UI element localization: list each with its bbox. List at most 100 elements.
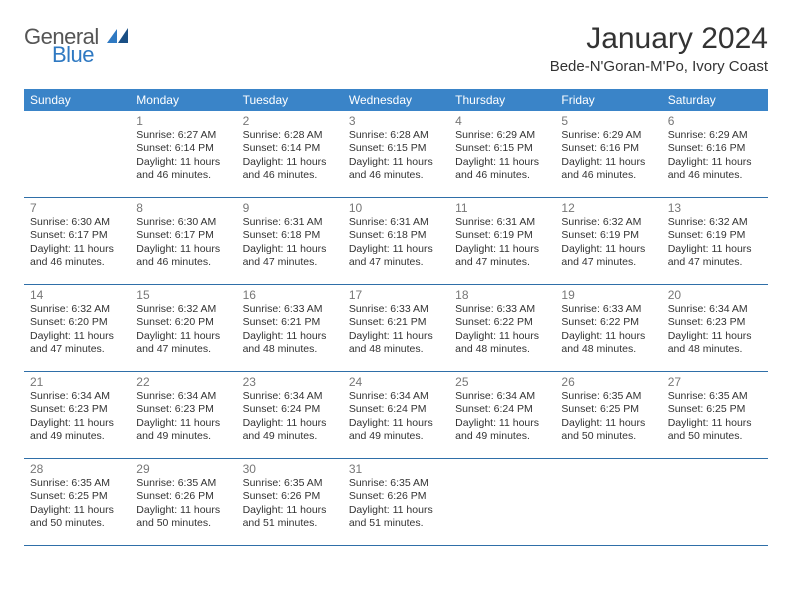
sunrise-line: Sunrise: 6:34 AM [455, 390, 549, 403]
day-number: 3 [349, 114, 443, 128]
sunrise-line: Sunrise: 6:31 AM [455, 216, 549, 229]
daylight-line: Daylight: 11 hours and 51 minutes. [243, 504, 337, 531]
day-cell: 21Sunrise: 6:34 AMSunset: 6:23 PMDayligh… [24, 372, 130, 458]
sunrise-line: Sunrise: 6:34 AM [349, 390, 443, 403]
daylight-line: Daylight: 11 hours and 49 minutes. [243, 417, 337, 444]
day-cell: 9Sunrise: 6:31 AMSunset: 6:18 PMDaylight… [237, 198, 343, 284]
sunrise-line: Sunrise: 6:30 AM [136, 216, 230, 229]
sunrise-line: Sunrise: 6:28 AM [243, 129, 337, 142]
sunset-line: Sunset: 6:26 PM [136, 490, 230, 503]
daylight-line: Daylight: 11 hours and 49 minutes. [349, 417, 443, 444]
sunset-line: Sunset: 6:21 PM [349, 316, 443, 329]
sunset-line: Sunset: 6:23 PM [136, 403, 230, 416]
sunset-line: Sunset: 6:26 PM [349, 490, 443, 503]
daylight-line: Daylight: 11 hours and 47 minutes. [136, 330, 230, 357]
day-cell: 26Sunrise: 6:35 AMSunset: 6:25 PMDayligh… [555, 372, 661, 458]
day-number: 9 [243, 201, 337, 215]
sunset-line: Sunset: 6:19 PM [561, 229, 655, 242]
day-cell: 1Sunrise: 6:27 AMSunset: 6:14 PMDaylight… [130, 111, 236, 197]
daylight-line: Daylight: 11 hours and 47 minutes. [243, 243, 337, 270]
sunrise-line: Sunrise: 6:34 AM [136, 390, 230, 403]
day-number: 6 [668, 114, 762, 128]
sunset-line: Sunset: 6:14 PM [136, 142, 230, 155]
daylight-line: Daylight: 11 hours and 49 minutes. [455, 417, 549, 444]
sunrise-line: Sunrise: 6:35 AM [30, 477, 124, 490]
sunrise-line: Sunrise: 6:32 AM [561, 216, 655, 229]
daylight-line: Daylight: 11 hours and 46 minutes. [349, 156, 443, 183]
day-cell-empty [24, 111, 130, 197]
week-row: 28Sunrise: 6:35 AMSunset: 6:25 PMDayligh… [24, 459, 768, 546]
week-row: 21Sunrise: 6:34 AMSunset: 6:23 PMDayligh… [24, 372, 768, 459]
daylight-line: Daylight: 11 hours and 49 minutes. [136, 417, 230, 444]
sunset-line: Sunset: 6:20 PM [136, 316, 230, 329]
daylight-line: Daylight: 11 hours and 46 minutes. [243, 156, 337, 183]
day-number: 4 [455, 114, 549, 128]
day-cell: 12Sunrise: 6:32 AMSunset: 6:19 PMDayligh… [555, 198, 661, 284]
day-cell: 5Sunrise: 6:29 AMSunset: 6:16 PMDaylight… [555, 111, 661, 197]
day-number: 29 [136, 462, 230, 476]
day-cell-empty [555, 459, 661, 545]
sunrise-line: Sunrise: 6:34 AM [668, 303, 762, 316]
sunrise-line: Sunrise: 6:29 AM [561, 129, 655, 142]
day-cell: 18Sunrise: 6:33 AMSunset: 6:22 PMDayligh… [449, 285, 555, 371]
sunrise-line: Sunrise: 6:32 AM [668, 216, 762, 229]
sunset-line: Sunset: 6:17 PM [136, 229, 230, 242]
day-number: 18 [455, 288, 549, 302]
sunset-line: Sunset: 6:15 PM [455, 142, 549, 155]
daylight-line: Daylight: 11 hours and 48 minutes. [349, 330, 443, 357]
daylight-line: Daylight: 11 hours and 46 minutes. [455, 156, 549, 183]
weekday-friday: Friday [555, 89, 661, 111]
day-cell: 16Sunrise: 6:33 AMSunset: 6:21 PMDayligh… [237, 285, 343, 371]
day-number: 31 [349, 462, 443, 476]
weekday-saturday: Saturday [662, 89, 768, 111]
day-number: 2 [243, 114, 337, 128]
sunrise-line: Sunrise: 6:31 AM [243, 216, 337, 229]
title-block: January 2024 Bede-N'Goran-M'Po, Ivory Co… [550, 22, 768, 75]
daylight-line: Daylight: 11 hours and 46 minutes. [136, 156, 230, 183]
sunset-line: Sunset: 6:16 PM [668, 142, 762, 155]
daylight-line: Daylight: 11 hours and 46 minutes. [668, 156, 762, 183]
sunset-line: Sunset: 6:25 PM [668, 403, 762, 416]
sunset-line: Sunset: 6:23 PM [668, 316, 762, 329]
day-number: 30 [243, 462, 337, 476]
daylight-line: Daylight: 11 hours and 46 minutes. [136, 243, 230, 270]
sunset-line: Sunset: 6:19 PM [455, 229, 549, 242]
daylight-line: Daylight: 11 hours and 51 minutes. [349, 504, 443, 531]
daylight-line: Daylight: 11 hours and 47 minutes. [30, 330, 124, 357]
day-cell: 29Sunrise: 6:35 AMSunset: 6:26 PMDayligh… [130, 459, 236, 545]
day-cell: 15Sunrise: 6:32 AMSunset: 6:20 PMDayligh… [130, 285, 236, 371]
day-number: 28 [30, 462, 124, 476]
sunset-line: Sunset: 6:24 PM [349, 403, 443, 416]
day-cell: 10Sunrise: 6:31 AMSunset: 6:18 PMDayligh… [343, 198, 449, 284]
day-number: 20 [668, 288, 762, 302]
sunrise-line: Sunrise: 6:30 AM [30, 216, 124, 229]
sunset-line: Sunset: 6:18 PM [349, 229, 443, 242]
sunset-line: Sunset: 6:23 PM [30, 403, 124, 416]
sunset-line: Sunset: 6:15 PM [349, 142, 443, 155]
day-cell: 31Sunrise: 6:35 AMSunset: 6:26 PMDayligh… [343, 459, 449, 545]
day-cell: 2Sunrise: 6:28 AMSunset: 6:14 PMDaylight… [237, 111, 343, 197]
sunrise-line: Sunrise: 6:32 AM [30, 303, 124, 316]
sunrise-line: Sunrise: 6:33 AM [349, 303, 443, 316]
day-number: 24 [349, 375, 443, 389]
sunrise-line: Sunrise: 6:33 AM [455, 303, 549, 316]
day-number: 12 [561, 201, 655, 215]
sunrise-line: Sunrise: 6:35 AM [561, 390, 655, 403]
day-cell: 27Sunrise: 6:35 AMSunset: 6:25 PMDayligh… [662, 372, 768, 458]
location: Bede-N'Goran-M'Po, Ivory Coast [550, 58, 768, 75]
sunrise-line: Sunrise: 6:35 AM [243, 477, 337, 490]
day-number: 13 [668, 201, 762, 215]
sunrise-line: Sunrise: 6:35 AM [668, 390, 762, 403]
sunset-line: Sunset: 6:20 PM [30, 316, 124, 329]
sunrise-line: Sunrise: 6:33 AM [561, 303, 655, 316]
day-number: 7 [30, 201, 124, 215]
weekday-thursday: Thursday [449, 89, 555, 111]
day-cell: 4Sunrise: 6:29 AMSunset: 6:15 PMDaylight… [449, 111, 555, 197]
daylight-line: Daylight: 11 hours and 50 minutes. [136, 504, 230, 531]
sunset-line: Sunset: 6:14 PM [243, 142, 337, 155]
weekday-monday: Monday [130, 89, 236, 111]
day-number: 11 [455, 201, 549, 215]
month-title: January 2024 [550, 22, 768, 56]
day-cell-empty [662, 459, 768, 545]
day-cell: 17Sunrise: 6:33 AMSunset: 6:21 PMDayligh… [343, 285, 449, 371]
